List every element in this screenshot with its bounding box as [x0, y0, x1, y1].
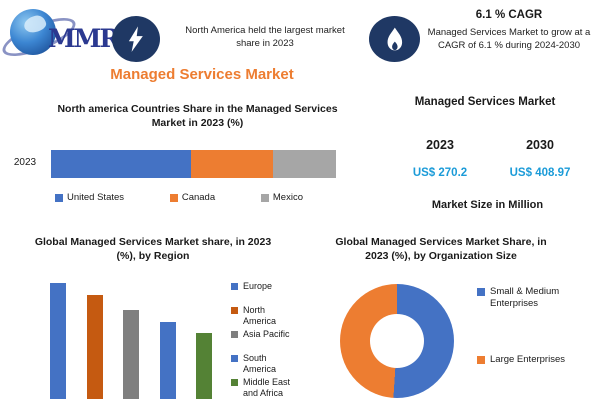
legend-label: North America [243, 305, 277, 326]
legend-swatch [231, 379, 238, 386]
legend-item-mexico: Mexico [260, 192, 303, 203]
stacked-legend: United States Canada Mexico [55, 192, 303, 203]
region-bar-asia-pacific [123, 310, 139, 399]
legend-label: Asia Pacific [243, 329, 290, 339]
region-bar-north-america [86, 294, 103, 399]
legend-label: United States [67, 192, 125, 203]
mmr-logo: MMR [0, 6, 122, 64]
legend-swatch [169, 193, 178, 202]
legend-item-united-states: United States [55, 192, 124, 203]
globe-logo-icon [10, 9, 56, 55]
region-bar-europe [50, 283, 66, 399]
stacked-chart-title: North america Countries Share in the Man… [57, 103, 338, 130]
legend-label: Canada [181, 192, 216, 203]
legend-item-small-medium-enterprises: Small & Medium Enterprises [477, 286, 589, 310]
legend-swatch [231, 355, 238, 362]
legend-swatch [477, 288, 485, 296]
logo-text: MMR [48, 24, 120, 53]
lightning-bolt-icon [129, 26, 143, 52]
legend-swatch [231, 283, 238, 290]
highlight-note: North America held the largest market sh… [185, 25, 345, 50]
donut-legend: Small & Medium Enterprises Large Enterpri… [477, 286, 589, 366]
donut-ring [340, 284, 454, 398]
bar-segment-united-states [51, 150, 191, 178]
bar-segment-canada [190, 150, 274, 178]
legend-swatch [231, 307, 238, 314]
legend-item-south-america: South America [231, 353, 303, 377]
stats-caption: Market Size in Million [431, 199, 544, 211]
legend-swatch [231, 331, 238, 338]
legend-item-asia-pacific: Asia Pacific [231, 329, 303, 353]
legend-item-canada: Canada [169, 192, 216, 203]
globe-continent-shape [22, 13, 48, 35]
cagr-value: 6.1 % CAGR [475, 9, 543, 21]
legend-item-europe: Europe [231, 281, 303, 305]
stats-value-2030: US$ 408.97 [509, 167, 571, 179]
lightning-badge [112, 16, 160, 62]
stats-year-2030: 2030 [526, 138, 554, 152]
legend-label: Middle East and Africa [243, 377, 291, 398]
donut-hole [370, 314, 424, 368]
legend-swatch [260, 193, 269, 202]
flame-icon [387, 27, 402, 51]
legend-label: Small & Medium Enterprises [490, 286, 560, 309]
region-legend: Europe North America Asia Pacific South Ame… [231, 281, 303, 401]
bar-segment-mexico [273, 150, 337, 178]
legend-swatch [55, 193, 63, 202]
region-chart-title: Global Managed Services Market share, in… [34, 236, 272, 262]
stacked-row-label: 2023 [13, 157, 37, 168]
legend-item-north-america: North America [231, 305, 303, 329]
legend-label: Europe [243, 281, 273, 291]
region-bar-south-america [159, 321, 176, 399]
donut-chart-title: Global Managed Services Market Share, in… [335, 236, 547, 262]
page-title: Managed Services Market [110, 66, 294, 83]
legend-label: Large Enterprises [490, 354, 565, 365]
cagr-note: Managed Services Market to grow at a CAG… [427, 27, 591, 52]
legend-item-middle-east-and-africa: Middle East and Africa [231, 377, 303, 401]
stats-value-2023: US$ 270.2 [412, 167, 468, 179]
region-bar-middle-east-and-africa [196, 333, 212, 399]
legend-item-large-enterprises: Large Enterprises [477, 354, 589, 366]
legend-swatch [477, 356, 485, 364]
stats-year-2023: 2023 [426, 138, 454, 152]
flame-badge [369, 16, 420, 62]
region-bars [50, 283, 212, 399]
legend-label: South America [243, 353, 277, 374]
stats-title: Managed Services Market [414, 96, 556, 108]
legend-label: Mexico [272, 192, 303, 203]
stacked-bar [51, 150, 337, 178]
